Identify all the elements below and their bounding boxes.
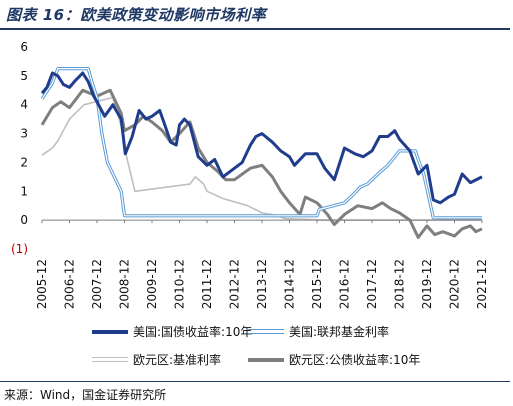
x-tick-label: 2007-12 [90, 259, 104, 309]
legend-swatch-eu-10y [248, 357, 284, 362]
legend-label-ecb-rate: 欧元区:基准利率 [133, 353, 222, 367]
x-tick-label: 2012-12 [228, 259, 242, 309]
legend-swatch-fed-funds [248, 329, 284, 334]
title-divider [0, 28, 510, 30]
legend-label-us-10y: 美国:国债收益率:10年 [133, 325, 253, 339]
x-tick-label: 2019-12 [420, 259, 434, 309]
legend-item-fed-funds: 美国:联邦基金利率 [248, 323, 389, 340]
x-tick-label: 2018-12 [393, 259, 407, 309]
y-tick-label: 3 [20, 127, 28, 141]
series-line-fed-funds-inner [41, 68, 482, 219]
legend-swatch-us-10y [92, 329, 128, 334]
line-chart: 6 5 4 3 2 1 0 (1) 2005-12 2006-12 2007-12 2008-12 20… [11, 40, 489, 309]
y-tick-label: 1 [20, 184, 28, 198]
y-tick-label: 5 [20, 69, 28, 83]
legend-label-eu-10y: 欧元区:公债收益率:10年 [289, 353, 421, 367]
legend-label-fed-funds: 美国:联邦基金利率 [289, 325, 390, 339]
legend-item-eu-10y: 欧元区:公债收益率:10年 [248, 351, 420, 368]
x-tick-label: 2016-12 [338, 259, 352, 309]
y-tick-label: 4 [20, 98, 28, 112]
x-tick-label: 2015-12 [310, 259, 324, 309]
y-tick-label: 2 [20, 155, 28, 169]
x-tick-label: 2008-12 [118, 259, 132, 309]
series-line-eu-10y [40, 88, 483, 239]
x-tick-label: 2006-12 [63, 259, 77, 309]
y-tick-label: 0 [20, 213, 28, 227]
x-tick-label: 2017-12 [365, 259, 379, 309]
x-tick-label: 2005-12 [35, 259, 49, 309]
x-tick-label: 2013-12 [255, 259, 269, 309]
x-tick-label: 2014-12 [283, 259, 297, 309]
chart-title: 图表 16：欧美政策变动影响市场利率 [6, 6, 267, 24]
y-tick-label: (1) [11, 242, 28, 256]
series-line-us-10y [40, 71, 483, 205]
x-tick-label: 2010-12 [173, 259, 187, 309]
source-divider [0, 381, 510, 382]
x-tick-label: 2009-12 [145, 259, 159, 309]
legend-swatch-ecb-rate [92, 357, 128, 362]
legend-item-us-10y: 美国:国债收益率:10年 [92, 323, 252, 340]
x-tick-label: 2020-12 [448, 259, 462, 309]
source-note: 来源：Wind，国金证券研究所 [4, 388, 167, 402]
x-tick-label: 2021-12 [475, 259, 489, 309]
legend-item-ecb-rate: 欧元区:基准利率 [92, 351, 221, 368]
x-tick-label: 2011-12 [200, 259, 214, 309]
y-tick-label: 6 [20, 40, 28, 54]
